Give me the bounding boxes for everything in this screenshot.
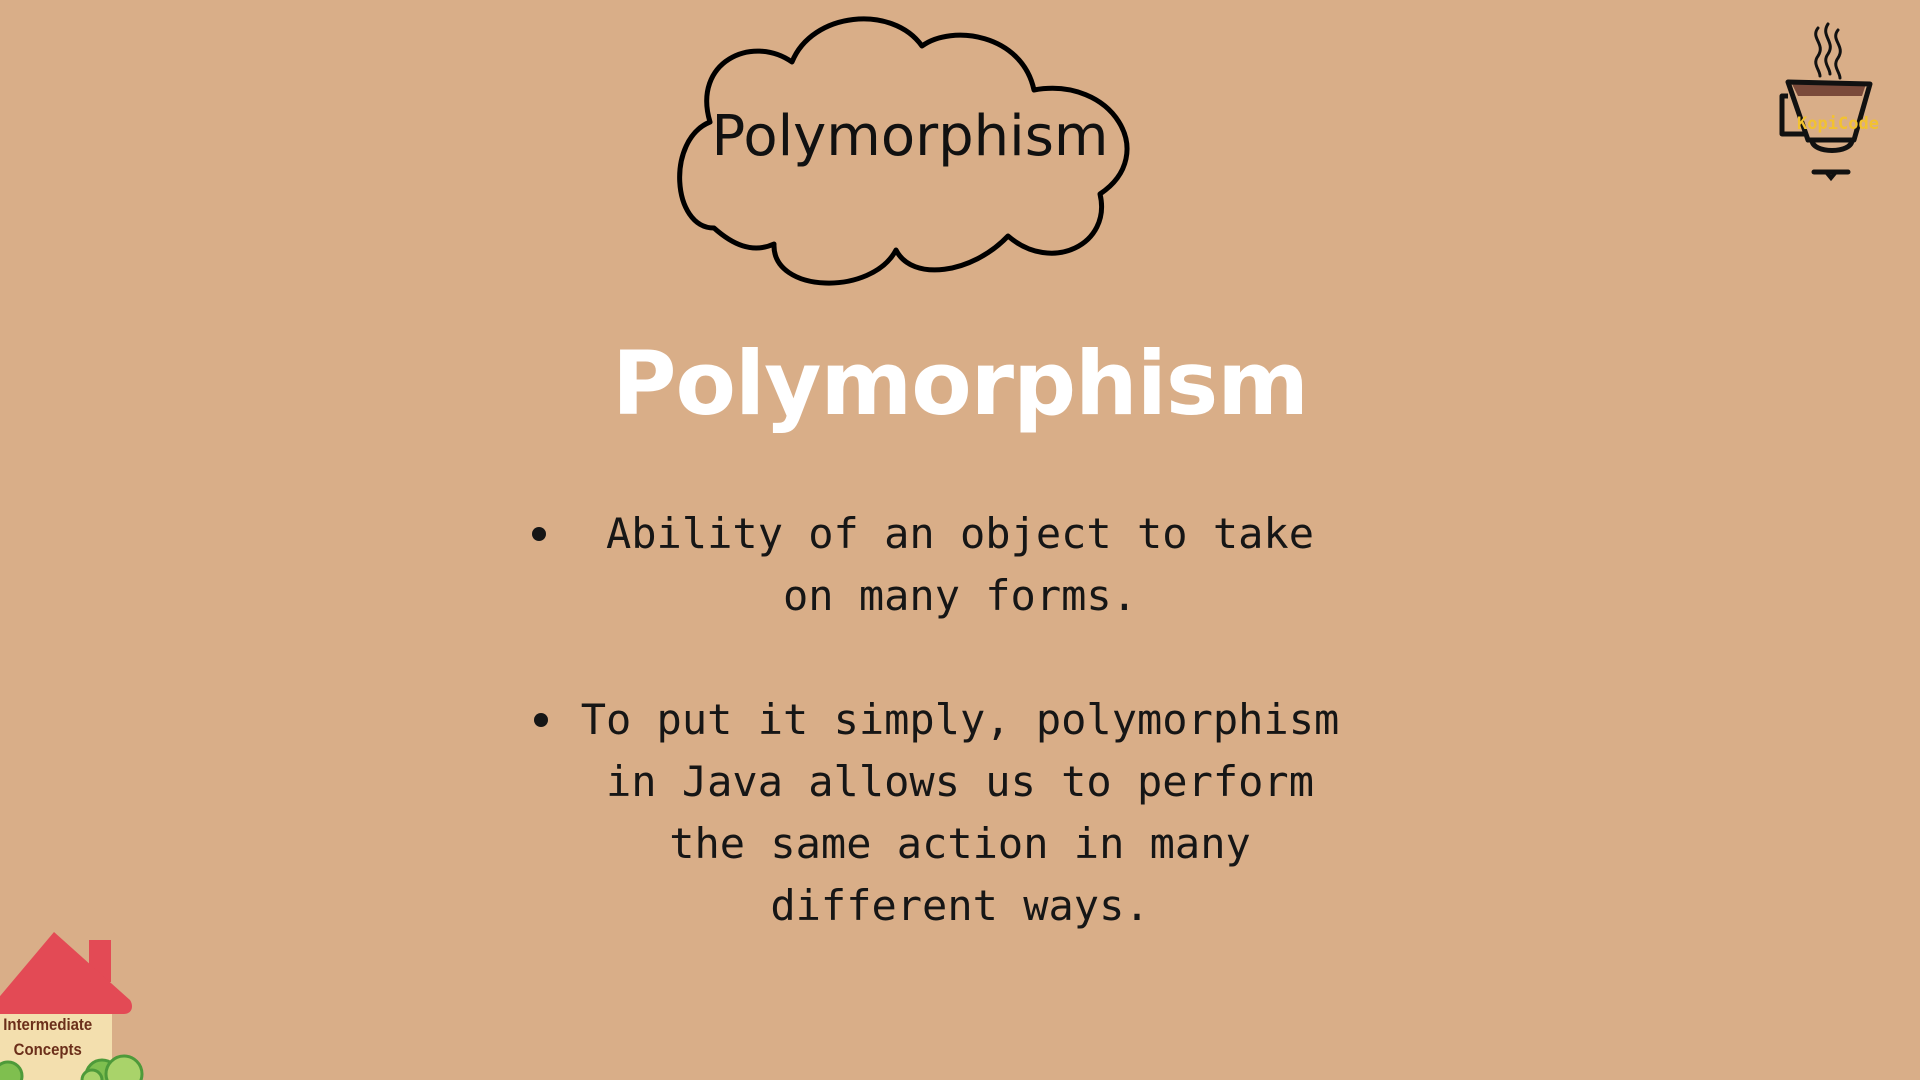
- bullet-item: To put it simply, polymorphism in Java a…: [520, 689, 1400, 937]
- bullet-line: To put it simply, polymorphism: [580, 695, 1340, 744]
- house-icon: [0, 932, 144, 1080]
- bullet-line: on many forms.: [782, 571, 1137, 620]
- bullet-dot: [534, 713, 548, 727]
- logo-text: KopiCode: [1797, 114, 1879, 134]
- bullet-line: in Java allows us to perform: [605, 757, 1314, 806]
- page-title: Polymorphism: [612, 332, 1309, 435]
- bullet-list: Ability of an object to take on many for…: [520, 503, 1400, 999]
- bullet-line: Ability of an object to take: [605, 509, 1314, 558]
- cloud-shape: [677, 16, 1130, 286]
- house-label: Intermediate Concepts: [2, 1012, 94, 1062]
- house-label-line: Intermediate: [3, 1015, 93, 1034]
- bullet-line: the same action in many: [669, 819, 1251, 868]
- bullet-dot: [532, 527, 546, 541]
- coffee-cup-icon: [1779, 22, 1873, 182]
- house-label-line: Concepts: [13, 1040, 82, 1059]
- bullet-line: different ways.: [770, 881, 1150, 930]
- cloud-title: Polymorphism: [711, 104, 1109, 169]
- bullet-item: Ability of an object to take on many for…: [520, 503, 1400, 627]
